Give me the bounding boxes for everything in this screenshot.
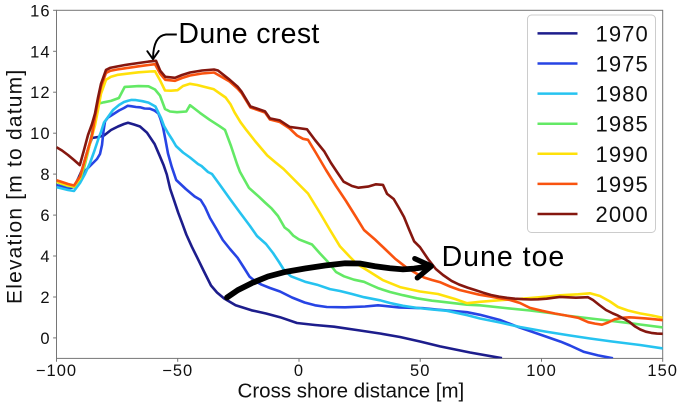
svg-text:10: 10 [30, 125, 50, 143]
svg-text:100: 100 [526, 362, 557, 380]
svg-text:8: 8 [40, 166, 50, 184]
svg-text:50: 50 [410, 362, 430, 380]
svg-text:12: 12 [30, 84, 50, 102]
svg-text:1975: 1975 [596, 52, 649, 77]
svg-text:4: 4 [40, 248, 50, 266]
svg-text:16: 16 [30, 2, 50, 20]
svg-text:Cross shore distance [m]: Cross shore distance [m] [238, 379, 465, 402]
svg-text:Dune toe: Dune toe [442, 241, 566, 273]
svg-text:1995: 1995 [596, 172, 649, 197]
svg-text:0: 0 [40, 330, 50, 348]
svg-text:1985: 1985 [596, 112, 649, 137]
svg-text:14: 14 [30, 43, 50, 61]
svg-text:−100: −100 [36, 362, 77, 380]
svg-text:2: 2 [40, 289, 50, 307]
svg-text:1970: 1970 [596, 21, 649, 46]
svg-text:Dune crest: Dune crest [178, 18, 319, 50]
svg-text:2000: 2000 [596, 202, 649, 227]
svg-text:0: 0 [294, 362, 304, 380]
svg-text:6: 6 [40, 207, 50, 225]
svg-text:150: 150 [647, 362, 678, 380]
svg-text:1990: 1990 [596, 142, 649, 167]
svg-text:−50: −50 [162, 362, 193, 380]
svg-text:1980: 1980 [596, 82, 649, 107]
svg-text:Elevation [m to datum]: Elevation [m to datum] [4, 69, 27, 304]
